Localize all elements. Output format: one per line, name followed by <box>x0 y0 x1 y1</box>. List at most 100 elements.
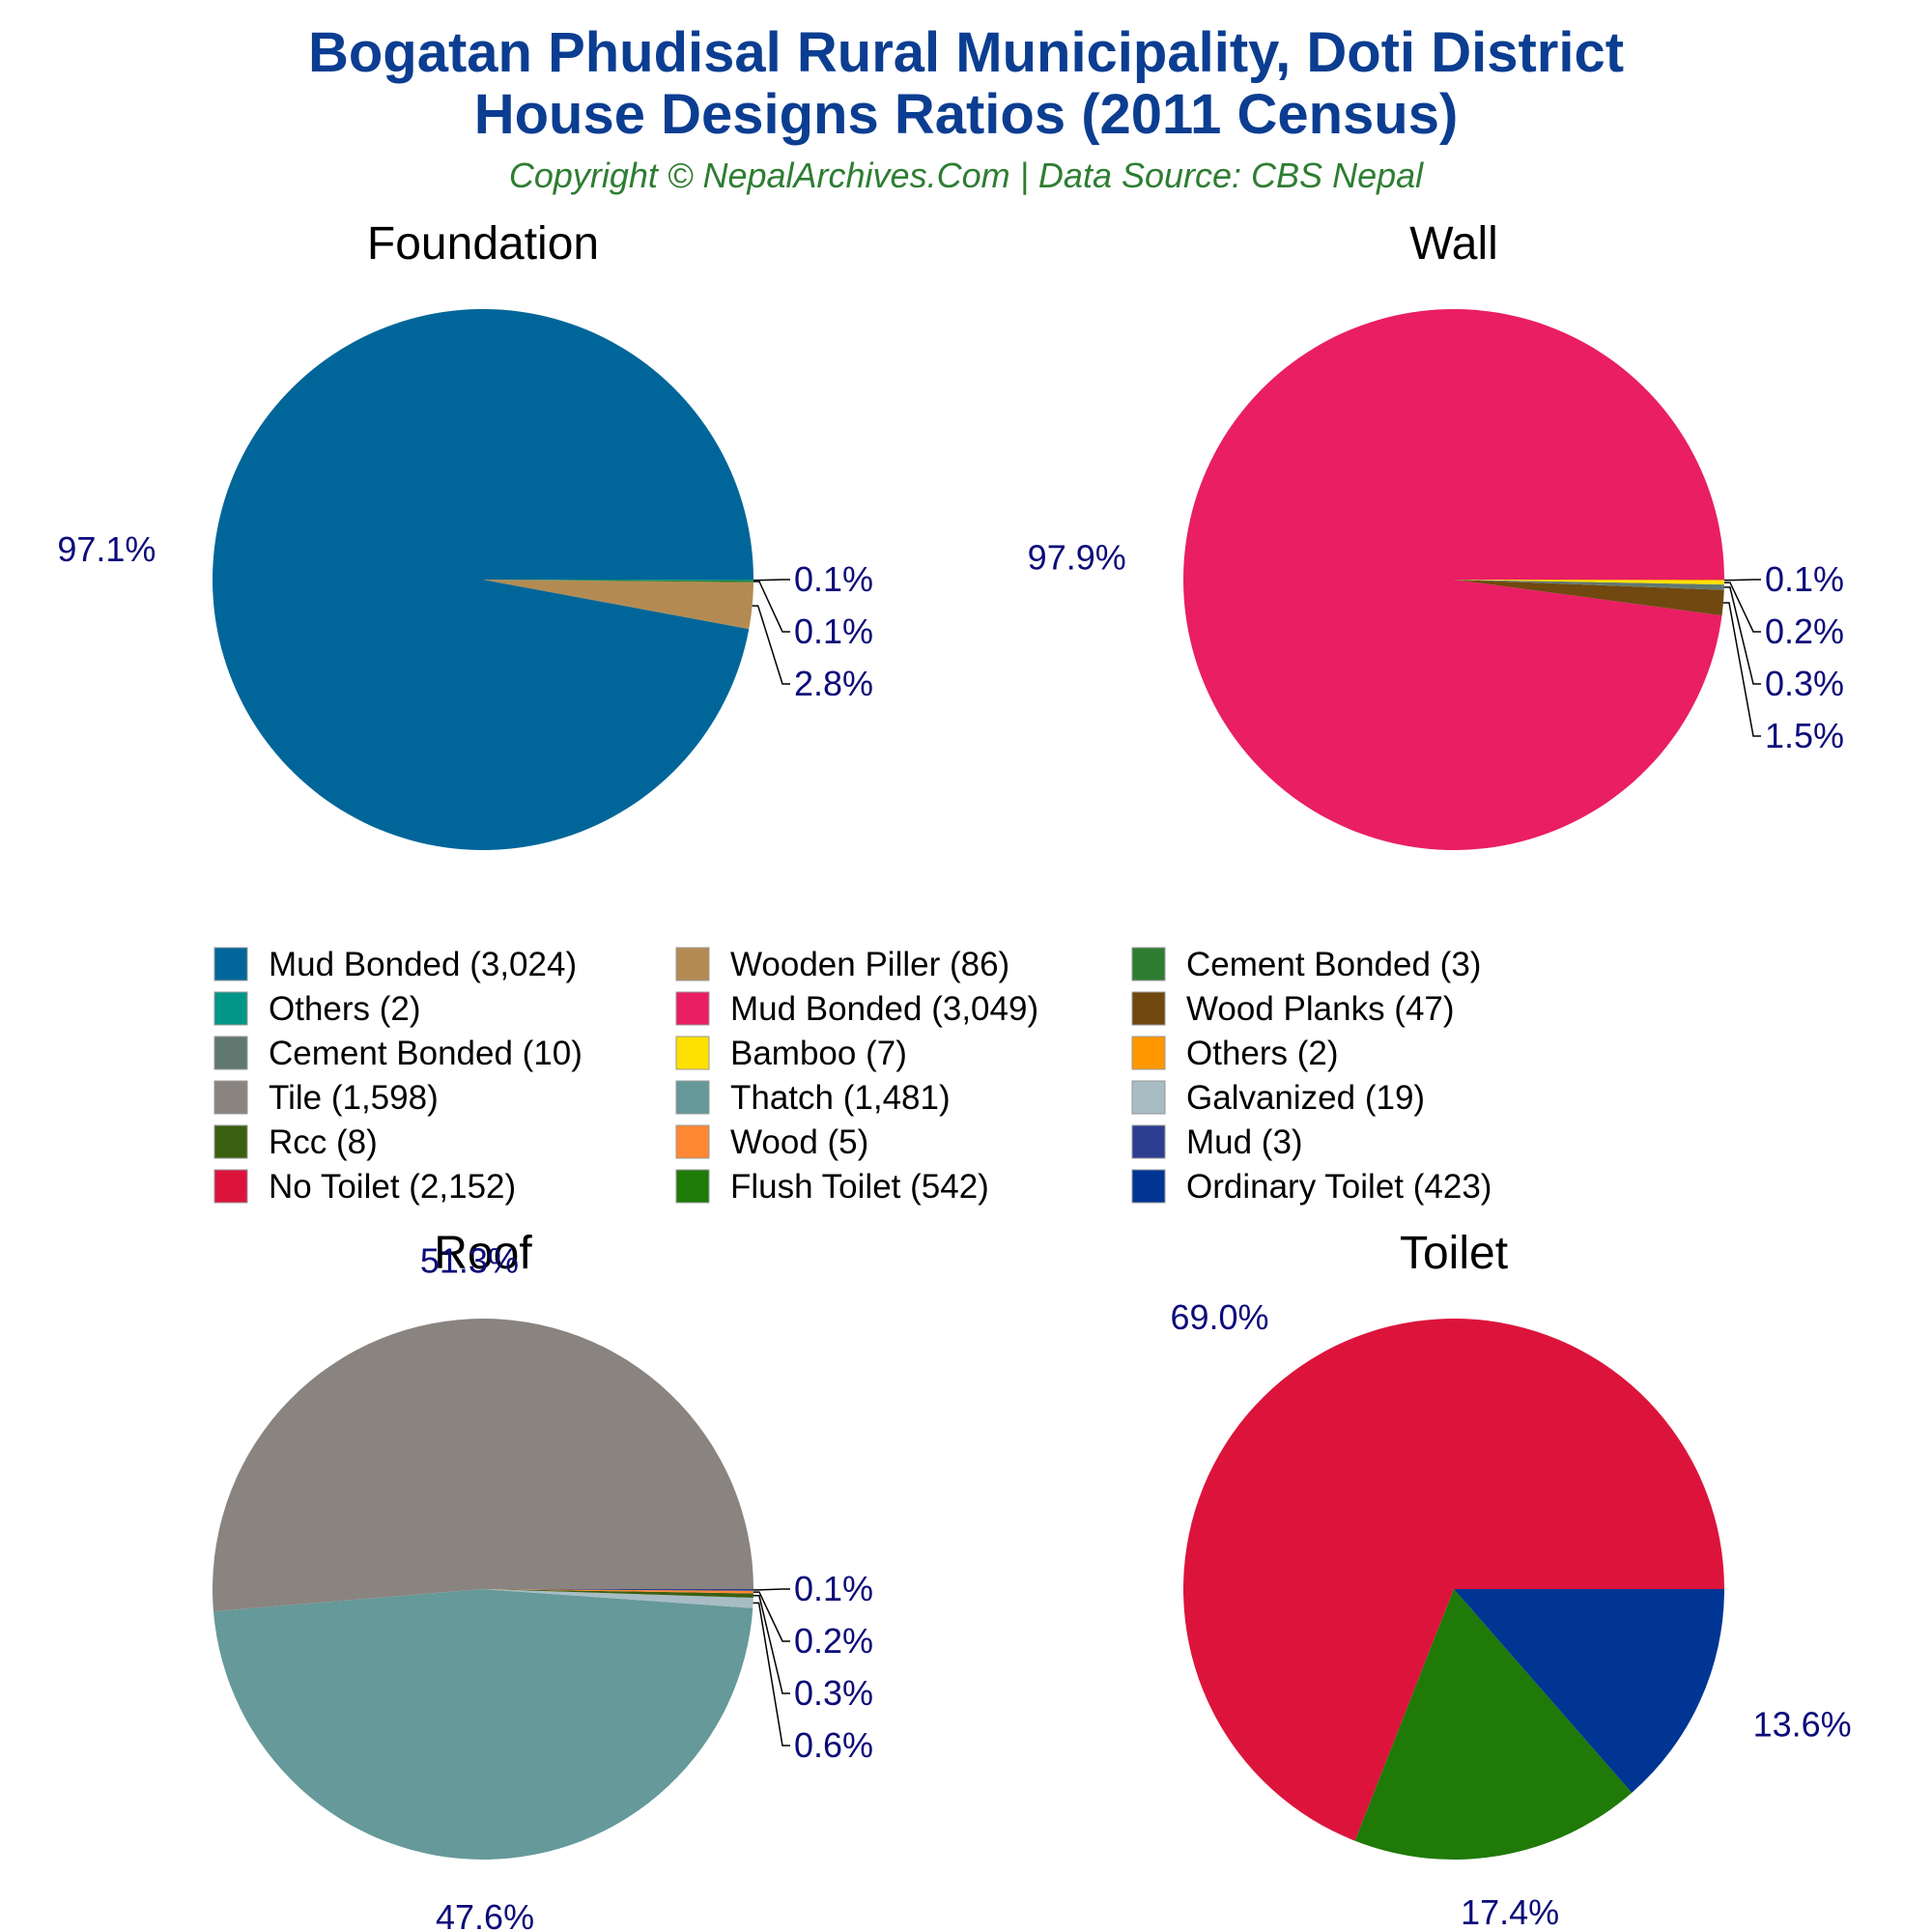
legend-label: Wooden Piller (86) <box>730 946 1009 983</box>
roof-slice-tile <box>213 1319 754 1612</box>
roof-label-galvanized: 0.6% <box>794 1725 873 1765</box>
legend-swatch <box>675 947 710 981</box>
legend-label: No Toilet (2,152) <box>269 1168 516 1206</box>
legend-item-rcc-8: Rcc (8) <box>213 1123 378 1161</box>
legend-label: Cement Bonded (3) <box>1186 946 1481 983</box>
legend-label: Others (2) <box>269 990 421 1028</box>
toilet-slice-flush-toilet <box>1354 1589 1633 1861</box>
toilet-label-ordinary-toilet: 13.6% <box>1753 1705 1852 1745</box>
roof-label-rcc: 0.3% <box>794 1673 873 1713</box>
toilet-panel-title: Toilet <box>1400 1228 1508 1279</box>
legend-item-flush-toilet-542: Flush Toilet (542) <box>675 1168 989 1206</box>
legend-swatch <box>213 1080 248 1115</box>
wall-label-wood-planks: 1.5% <box>1765 716 1844 755</box>
foundation-label-wooden-piller: 2.8% <box>794 664 873 703</box>
legend-label: Ordinary Toilet (423) <box>1186 1168 1492 1206</box>
foundation-leader-others <box>753 579 790 582</box>
roof-leader-galvanized <box>753 1602 790 1747</box>
wall-label-bamboo: 0.2% <box>1765 611 1844 651</box>
roof-slice-galvanized <box>483 1589 753 1608</box>
roof-label-tile: 51.3% <box>420 1240 519 1280</box>
legend-item-ordinary-toilet-423: Ordinary Toilet (423) <box>1131 1168 1492 1206</box>
foundation-label-mud-bonded: 97.1% <box>57 529 156 569</box>
wall-label-cement-bonded: 0.3% <box>1765 664 1844 703</box>
legend-item-others-2: Others (2) <box>1131 1035 1339 1072</box>
legend-item-galvanized-19: Galvanized (19) <box>1131 1079 1425 1117</box>
legend-label: Others (2) <box>1186 1035 1339 1072</box>
legend-swatch <box>1131 947 1166 981</box>
foundation-leader-cement-bonded <box>753 581 790 633</box>
wall-leader-cement-bonded <box>1723 586 1761 685</box>
toilet-label-no-toilet: 69.0% <box>1170 1297 1268 1337</box>
legend-item-bamboo-7: Bamboo (7) <box>675 1035 907 1072</box>
foundation-panel-title: Foundation <box>367 218 599 270</box>
legend-swatch <box>1131 1169 1166 1204</box>
foundation-pie: 97.1% 0.1% 0.1% 2.8% <box>57 308 873 850</box>
legend-label: Flush Toilet (542) <box>730 1168 989 1206</box>
legend-item-wood-planks-47: Wood Planks (47) <box>1131 990 1455 1028</box>
legend-label: Rcc (8) <box>269 1123 378 1161</box>
legend-item-mud-bonded-3-049: Mud Bonded (3,049) <box>675 990 1038 1028</box>
roof-slice-wood <box>483 1589 753 1594</box>
roof-slice-rcc <box>483 1589 753 1599</box>
legend-item-thatch-1-481: Thatch (1,481) <box>675 1079 951 1117</box>
legend-item-mud-3: Mud (3) <box>1131 1123 1303 1161</box>
legend-swatch <box>675 1124 710 1159</box>
legend-label: Cement Bonded (10) <box>269 1035 582 1072</box>
legend-swatch <box>213 991 248 1026</box>
legend-label: Galvanized (19) <box>1186 1079 1425 1117</box>
roof-pie: 51.3% 47.6% 0.1% 0.2% 0.3% 0.6% <box>213 1240 873 1932</box>
roof-slice-thatch <box>213 1589 753 1861</box>
legend-swatch <box>1131 1080 1166 1115</box>
legend-label: Mud (3) <box>1186 1123 1303 1161</box>
legend-swatch <box>675 1169 710 1204</box>
legend-label: Wood (5) <box>730 1123 868 1161</box>
foundation-label-cement-bonded: 0.1% <box>794 611 873 651</box>
legend-item-cement-bonded-10: Cement Bonded (10) <box>213 1035 582 1072</box>
wall-slice-others <box>1454 580 1724 582</box>
legend-swatch <box>1131 1124 1166 1159</box>
wall-leader-others <box>1723 579 1761 582</box>
legend-swatch <box>213 1124 248 1159</box>
wall-leader-bamboo <box>1723 582 1761 633</box>
chart-title-line2: House Designs Ratios (2011 Census) <box>474 83 1459 146</box>
wall-label-others: 0.1% <box>1765 559 1844 599</box>
wall-slice-cement-bonded <box>1454 580 1724 590</box>
wall-leader-wood-planks <box>1722 602 1761 737</box>
wall-slice-mud-bonded <box>1182 309 1724 851</box>
chart-title-line1: Bogatan Phudisal Rural Municipality, Dot… <box>308 21 1624 84</box>
wall-slice-bamboo <box>1454 580 1724 585</box>
wall-label-mud-bonded: 97.9% <box>1028 537 1126 577</box>
roof-label-mud: 0.1% <box>794 1569 873 1608</box>
roof-label-wood: 0.2% <box>794 1621 873 1661</box>
wall-pie: 97.9% 0.1% 0.2% 0.3% 1.5% <box>1028 309 1844 851</box>
foundation-slice-wooden-piller <box>483 580 753 630</box>
legend-item-wood-5: Wood (5) <box>675 1123 868 1161</box>
foundation-leader-wooden-piller <box>752 605 790 685</box>
toilet-slice-ordinary-toilet <box>1454 1589 1724 1793</box>
foundation-label-others: 0.1% <box>794 559 873 599</box>
legend-label: Thatch (1,481) <box>730 1079 951 1117</box>
legend-item-no-toilet-2-152: No Toilet (2,152) <box>213 1168 516 1206</box>
legend-swatch <box>675 1036 710 1070</box>
wall-slice-wood-planks <box>1454 580 1724 616</box>
legend-swatch <box>675 1080 710 1115</box>
foundation-slice-others <box>483 580 753 582</box>
legend-item-cement-bonded-3: Cement Bonded (3) <box>1131 946 1481 983</box>
legend-swatch <box>1131 991 1166 1026</box>
legend-item-others-2: Others (2) <box>213 990 421 1028</box>
roof-slice-mud <box>483 1589 753 1591</box>
foundation-slice-cement-bonded <box>483 580 753 582</box>
roof-panel-title: Roof <box>434 1228 532 1279</box>
legend-item-mud-bonded-3-024: Mud Bonded (3,024) <box>213 946 577 983</box>
legend-swatch <box>1131 1036 1166 1070</box>
legend-label: Mud Bonded (3,049) <box>730 990 1038 1028</box>
roof-leader-mud <box>753 1588 790 1591</box>
pie-charts: 97.1% 0.1% 0.1% 2.8% 97.9% 0.1% 0.2% 0.3% 1.5% 51… <box>57 308 1852 1932</box>
legend-label: Bamboo (7) <box>730 1035 907 1072</box>
roof-leader-wood <box>753 1591 790 1642</box>
legend-swatch <box>213 947 248 981</box>
toilet-slice-no-toilet <box>1183 1318 1724 1841</box>
